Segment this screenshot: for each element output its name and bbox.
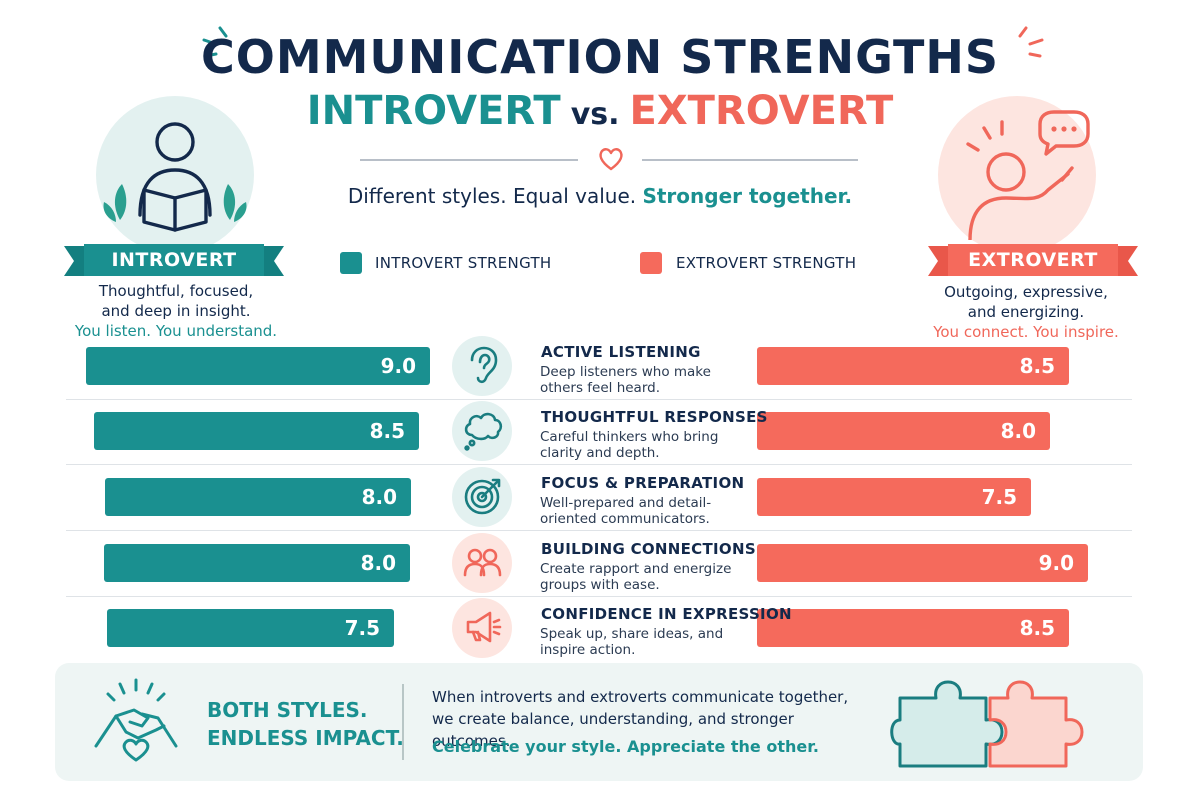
subtitle-introvert: INTROVERT xyxy=(306,88,561,134)
target-icon xyxy=(464,478,501,515)
tagline-plain: Different styles. Equal value. xyxy=(347,184,637,208)
introvert-desc-line2: and deep in insight. xyxy=(101,302,251,320)
row-separator xyxy=(66,399,1132,400)
row-title-confidence-in-expression: CONFIDENCE IN EXPRESSION xyxy=(541,605,792,623)
row-separator xyxy=(66,596,1132,597)
extrovert-ribbon-shape xyxy=(928,246,1138,276)
icon-circle-confidence-in-expression xyxy=(452,598,512,658)
footer-headline: BOTH STYLES. ENDLESS IMPACT. xyxy=(207,696,404,752)
introvert-description: Thoughtful, focused, and deep in insight… xyxy=(56,281,296,341)
footer-divider xyxy=(402,684,404,760)
introvert-accent: You listen. You understand. xyxy=(74,322,278,340)
tagline-strong: Stronger together. xyxy=(642,184,853,208)
introvert-desc-line1: Thoughtful, focused, xyxy=(98,282,254,300)
people-icon xyxy=(463,548,502,577)
page-subtitle: INTROVERT vs. EXTROVERT xyxy=(0,88,1200,134)
legend-introvert-swatch xyxy=(340,252,362,274)
icon-circle-focus-and-preparation xyxy=(452,467,512,527)
extrovert-accent: You connect. You inspire. xyxy=(933,323,1119,341)
legend-extrovert-swatch xyxy=(640,252,662,274)
extrovert-bar-focus-and-preparation: 7.5 xyxy=(757,478,1031,516)
divider-left xyxy=(360,159,578,161)
footer-headline-line1: BOTH STYLES. xyxy=(207,698,368,722)
reading-person-icon xyxy=(103,122,247,232)
row-desc-line: Deep listeners who make xyxy=(540,364,711,380)
introvert-bar-focus-and-preparation: 8.0 xyxy=(105,478,411,516)
divider-right xyxy=(642,159,858,161)
extrovert-avatar-circle xyxy=(938,96,1096,254)
ear-icon xyxy=(470,346,498,384)
row-desc-line: others feel heard. xyxy=(540,380,661,396)
handshake-heart-icon xyxy=(94,678,178,762)
sparkle-left-icon xyxy=(202,26,228,58)
row-title-building-connections: BUILDING CONNECTIONS xyxy=(541,540,756,558)
extrovert-bar-confidence-in-expression: 8.5 xyxy=(757,609,1069,647)
row-desc-line: inspire action. xyxy=(540,642,636,658)
row-desc-active-listening: Deep listeners who make others feel heard… xyxy=(540,364,740,396)
extrovert-desc-line1: Outgoing, expressive, xyxy=(944,283,1108,301)
row-desc-line: oriented communicators. xyxy=(540,511,710,527)
legend-introvert-label: INTROVERT STRENGTH xyxy=(375,254,552,272)
extrovert-bar-building-connections: 9.0 xyxy=(757,544,1088,582)
icon-circle-thoughtful-responses xyxy=(452,401,512,461)
legend-extrovert-label: EXTROVERT STRENGTH xyxy=(676,254,857,272)
page-title: COMMUNICATION STRENGTHS xyxy=(200,30,1000,84)
row-desc-line: groups with ease. xyxy=(540,577,660,593)
puzzle-pieces-icon xyxy=(890,680,1084,768)
row-desc-line: Well-prepared and detail- xyxy=(540,495,712,511)
icon-circle-active-listening xyxy=(452,336,512,396)
row-title-thoughtful-responses: THOUGHTFUL RESPONSES xyxy=(541,408,768,426)
row-separator xyxy=(66,464,1132,465)
introvert-label: INTROVERT xyxy=(84,244,264,276)
megaphone-icon xyxy=(466,611,502,643)
sparkle-right-icon xyxy=(1018,26,1044,58)
row-desc-focus-and-preparation: Well-prepared and detail-oriented commun… xyxy=(540,495,740,527)
footer-headline-line2: ENDLESS IMPACT. xyxy=(207,726,404,750)
row-separator xyxy=(66,530,1132,531)
row-desc-building-connections: Create rapport and energize groups with e… xyxy=(540,561,740,593)
introvert-bar-confidence-in-expression: 7.5 xyxy=(107,609,394,647)
extrovert-label: EXTROVERT xyxy=(948,244,1118,276)
icon-circle-building-connections xyxy=(452,533,512,593)
subtitle-extrovert: EXTROVERT xyxy=(629,88,894,134)
extrovert-description: Outgoing, expressive, and energizing. Yo… xyxy=(906,282,1146,342)
footer-cta-text: Celebrate your style. Appreciate the oth… xyxy=(432,737,819,756)
extrovert-desc-line2: and energizing. xyxy=(967,303,1085,321)
heart-icon xyxy=(599,148,623,171)
row-desc-line: clarity and depth. xyxy=(540,445,660,461)
row-title-focus-and-preparation: FOCUS & PREPARATION xyxy=(541,474,745,492)
tagline: Different styles. Equal value. Stronger … xyxy=(0,184,1200,208)
row-desc-line: Create rapport and energize xyxy=(540,561,732,577)
row-title-active-listening: ACTIVE LISTENING xyxy=(541,343,701,361)
row-desc-confidence-in-expression: Speak up, share ideas, and inspire action… xyxy=(540,626,740,658)
speaking-person-icon xyxy=(966,110,1090,240)
extrovert-bar-active-listening: 8.5 xyxy=(757,347,1069,385)
subtitle-vs: vs. xyxy=(570,97,620,132)
introvert-bar-thoughtful-responses: 8.5 xyxy=(94,412,419,450)
row-desc-line: Careful thinkers who bring xyxy=(540,429,719,445)
thought-cloud-icon xyxy=(464,412,503,451)
introvert-ribbon-shape xyxy=(64,246,284,276)
introvert-bar-active-listening: 9.0 xyxy=(86,347,430,385)
introvert-bar-building-connections: 8.0 xyxy=(104,544,410,582)
row-desc-line: Speak up, share ideas, and xyxy=(540,626,724,642)
footer-body-text: When introverts and extroverts communica… xyxy=(432,688,849,750)
row-desc-thoughtful-responses: Careful thinkers who bring clarity and de… xyxy=(540,429,740,461)
extrovert-bar-thoughtful-responses: 8.0 xyxy=(757,412,1050,450)
